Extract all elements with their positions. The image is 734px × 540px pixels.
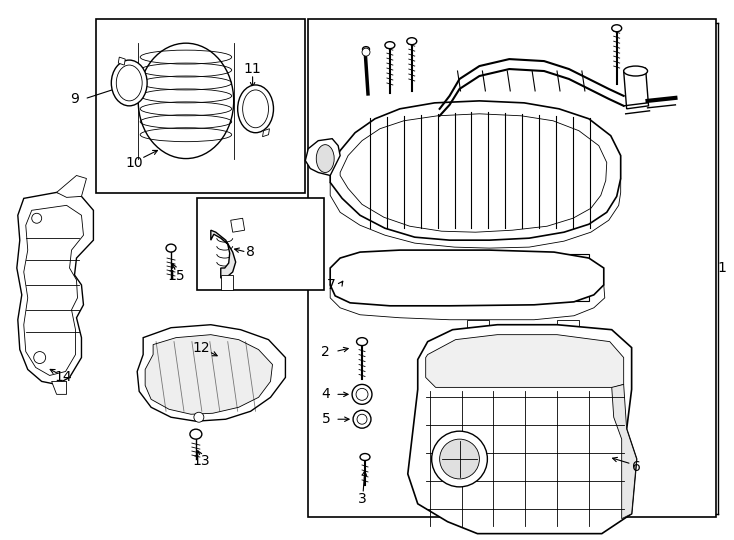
Circle shape	[194, 412, 204, 422]
Polygon shape	[305, 139, 340, 176]
Ellipse shape	[166, 244, 176, 252]
Polygon shape	[145, 335, 272, 414]
Ellipse shape	[238, 85, 274, 133]
Polygon shape	[330, 250, 604, 306]
Text: 5: 5	[321, 412, 330, 426]
Polygon shape	[408, 325, 636, 534]
Ellipse shape	[360, 454, 370, 461]
Polygon shape	[57, 176, 87, 198]
Text: 11: 11	[244, 62, 261, 76]
Text: 15: 15	[167, 269, 185, 283]
Ellipse shape	[357, 338, 368, 346]
Ellipse shape	[138, 43, 233, 159]
Polygon shape	[624, 68, 649, 109]
Ellipse shape	[116, 65, 142, 101]
Bar	[191, 368, 239, 387]
Polygon shape	[17, 192, 93, 384]
Ellipse shape	[363, 46, 369, 52]
Ellipse shape	[407, 38, 417, 45]
Polygon shape	[211, 230, 236, 278]
Text: 8: 8	[246, 245, 255, 259]
Ellipse shape	[611, 25, 622, 32]
Circle shape	[432, 431, 487, 487]
Bar	[358, 255, 426, 301]
Polygon shape	[611, 384, 636, 519]
Polygon shape	[330, 101, 621, 240]
Text: 10: 10	[126, 156, 143, 170]
Circle shape	[32, 213, 42, 223]
Ellipse shape	[112, 60, 147, 106]
Text: 9: 9	[70, 92, 79, 106]
Circle shape	[356, 388, 368, 400]
Text: 6: 6	[632, 460, 641, 474]
Text: 13: 13	[192, 454, 210, 468]
Polygon shape	[230, 218, 244, 232]
Circle shape	[440, 439, 479, 479]
Polygon shape	[118, 57, 126, 65]
Ellipse shape	[624, 66, 647, 76]
Text: 1: 1	[718, 261, 727, 275]
Bar	[521, 254, 589, 301]
Text: 3: 3	[357, 492, 366, 506]
Text: 2: 2	[321, 345, 330, 359]
Circle shape	[353, 410, 371, 428]
Text: 14: 14	[55, 370, 73, 384]
Polygon shape	[51, 381, 67, 394]
Ellipse shape	[316, 145, 334, 172]
Circle shape	[357, 414, 367, 424]
Bar	[96, 19, 305, 193]
Bar	[557, 320, 579, 330]
Bar	[197, 198, 324, 290]
Bar	[308, 19, 716, 517]
Bar	[468, 320, 490, 330]
Ellipse shape	[243, 90, 269, 128]
Polygon shape	[263, 129, 269, 137]
Circle shape	[34, 352, 46, 363]
Ellipse shape	[190, 429, 202, 439]
Text: 4: 4	[321, 387, 330, 401]
Bar	[437, 253, 512, 301]
Circle shape	[352, 384, 372, 404]
Polygon shape	[137, 325, 286, 421]
Ellipse shape	[385, 42, 395, 49]
Circle shape	[362, 48, 370, 56]
Polygon shape	[426, 335, 624, 387]
Text: 12: 12	[192, 341, 210, 355]
Polygon shape	[221, 275, 233, 290]
Text: 7: 7	[327, 278, 335, 292]
